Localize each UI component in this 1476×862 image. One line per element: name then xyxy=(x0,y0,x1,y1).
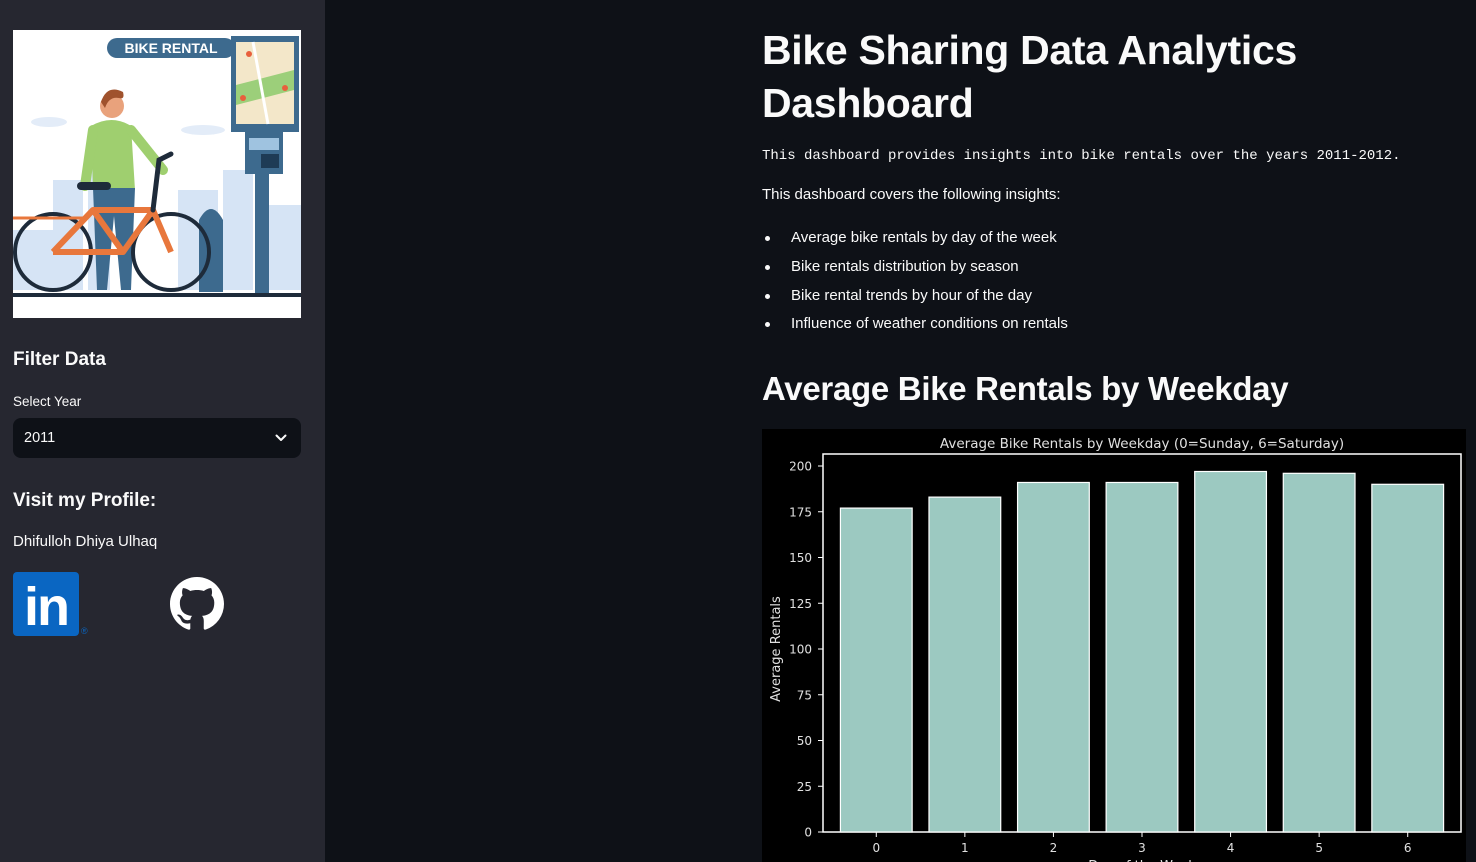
bar xyxy=(1371,483,1445,833)
bar xyxy=(928,496,1002,833)
chart-title: Average Bike Rentals by Weekday (0=Sunda… xyxy=(940,436,1344,452)
intro-text: This dashboard provides insights into bi… xyxy=(762,148,1401,164)
hero-banner-text: BIKE RENTAL xyxy=(124,40,218,56)
covers-text: This dashboard covers the following insi… xyxy=(762,186,1061,203)
x-tick-label: 5 xyxy=(1315,841,1323,855)
linkedin-icon[interactable]: in xyxy=(13,572,79,637)
profile-name: Dhifulloh Dhiya Ulhaq xyxy=(13,533,158,550)
profile-title: Visit my Profile: xyxy=(13,490,157,511)
weekday-bar-chart: Average Bike Rentals by Weekday (0=Sunda… xyxy=(762,429,1466,862)
x-tick-label: 1 xyxy=(961,841,969,855)
sidebar: BIKE RENTAL xyxy=(0,0,325,862)
bar xyxy=(1282,472,1356,833)
list-item: Influence of weather conditions on renta… xyxy=(762,314,1068,343)
page-title: Bike Sharing Data Analytics Dashboard xyxy=(762,27,1297,126)
list-item: Bike rental trends by hour of the day xyxy=(762,286,1068,315)
section-title: Average Bike Rentals by Weekday xyxy=(762,370,1289,407)
y-tick-label: 75 xyxy=(797,688,812,702)
select-year-label: Select Year xyxy=(13,394,82,409)
y-tick-label: 0 xyxy=(804,826,812,840)
insights-list: Average bike rentals by day of the week … xyxy=(762,228,1068,343)
bar xyxy=(1016,481,1090,833)
github-icon[interactable] xyxy=(170,577,224,631)
y-tick-label: 150 xyxy=(789,551,812,565)
x-axis-label: Day of the Week xyxy=(1088,859,1196,862)
y-tick-label: 175 xyxy=(789,505,812,519)
y-axis-label: Average Rentals xyxy=(769,596,784,702)
chart-svg: Average Bike Rentals by Weekday (0=Sunda… xyxy=(769,436,1462,862)
y-tick-label: 200 xyxy=(789,460,812,474)
x-tick-label: 2 xyxy=(1050,841,1058,855)
list-item: Bike rentals distribution by season xyxy=(762,257,1068,286)
y-tick-label: 25 xyxy=(797,780,812,794)
filter-title: Filter Data xyxy=(13,349,106,370)
bike-rental-illustration: BIKE RENTAL xyxy=(13,30,301,318)
bar xyxy=(839,507,913,833)
linkedin-icon-label: in xyxy=(24,577,68,636)
bar xyxy=(1105,481,1179,833)
x-tick-label: 6 xyxy=(1404,841,1412,855)
y-tick-label: 125 xyxy=(789,597,812,611)
year-select[interactable]: 2011 xyxy=(13,418,301,458)
registered-mark: ® xyxy=(81,626,88,636)
chevron-down-icon xyxy=(275,434,287,441)
bar xyxy=(1194,470,1268,833)
year-select-value: 2011 xyxy=(24,430,56,446)
x-tick-label: 4 xyxy=(1227,841,1235,855)
x-tick-label: 0 xyxy=(872,841,880,855)
y-tick-label: 100 xyxy=(789,643,812,657)
list-item: Average bike rentals by day of the week xyxy=(762,228,1068,257)
x-tick-label: 3 xyxy=(1138,841,1146,855)
y-tick-label: 50 xyxy=(797,734,812,748)
